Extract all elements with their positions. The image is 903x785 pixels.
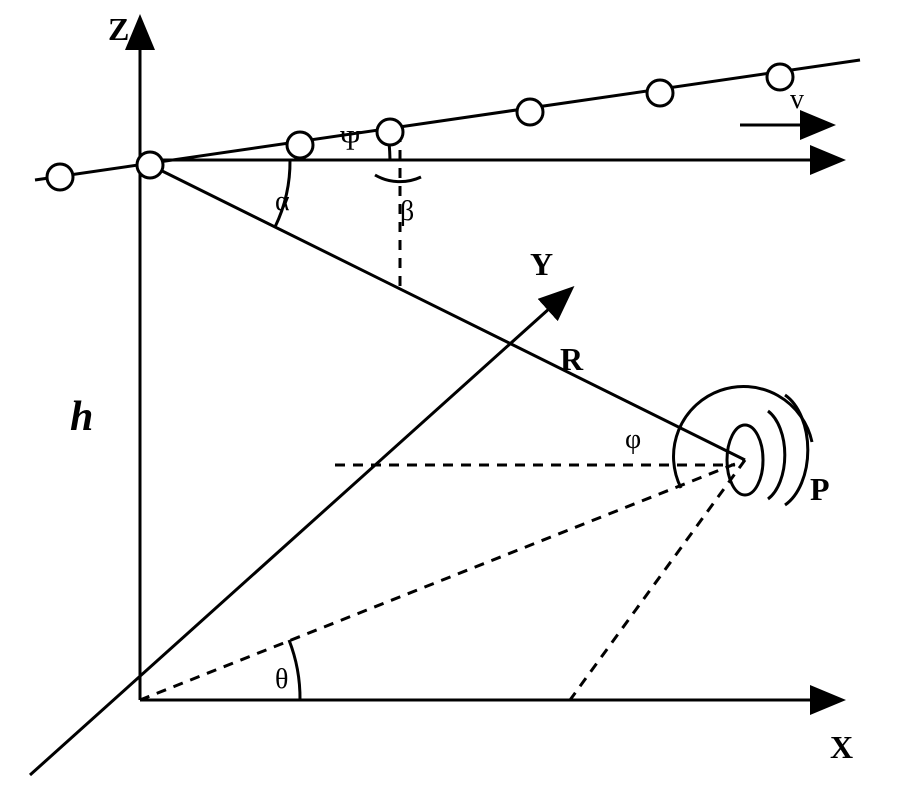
p-arc1	[768, 411, 785, 499]
traj-circle	[647, 80, 673, 106]
traj-circle	[137, 152, 163, 178]
p-label: P	[810, 471, 830, 507]
beta-label: β	[400, 196, 414, 227]
geometry-diagram: Z X Y v R P h Ψ α β φ θ	[0, 0, 903, 785]
dashed-P-to-floor	[570, 460, 745, 700]
angle-arcs	[275, 126, 812, 700]
traj-circle	[287, 132, 313, 158]
diagram-container: Z X Y v R P h Ψ α β φ θ	[0, 0, 903, 785]
dashed-origin-to-P	[140, 460, 745, 700]
r-line	[140, 160, 745, 460]
phi-label: φ	[625, 424, 641, 455]
x-label: X	[830, 729, 853, 765]
v-label: v	[790, 84, 804, 115]
y-axis	[30, 290, 570, 775]
traj-circle	[377, 119, 403, 145]
y-label: Y	[530, 246, 553, 282]
traj-circle	[517, 99, 543, 125]
theta-arc	[289, 640, 300, 700]
trajectory-circles	[47, 64, 793, 190]
beta-arc	[375, 175, 421, 182]
r-label: R	[560, 341, 584, 377]
solid-lines	[30, 20, 860, 775]
z-label: Z	[108, 11, 129, 47]
psi-label: Ψ	[340, 126, 361, 157]
theta-label: θ	[275, 664, 288, 695]
h-label: h	[70, 394, 93, 440]
alpha-label: α	[275, 186, 290, 217]
traj-circle	[47, 164, 73, 190]
